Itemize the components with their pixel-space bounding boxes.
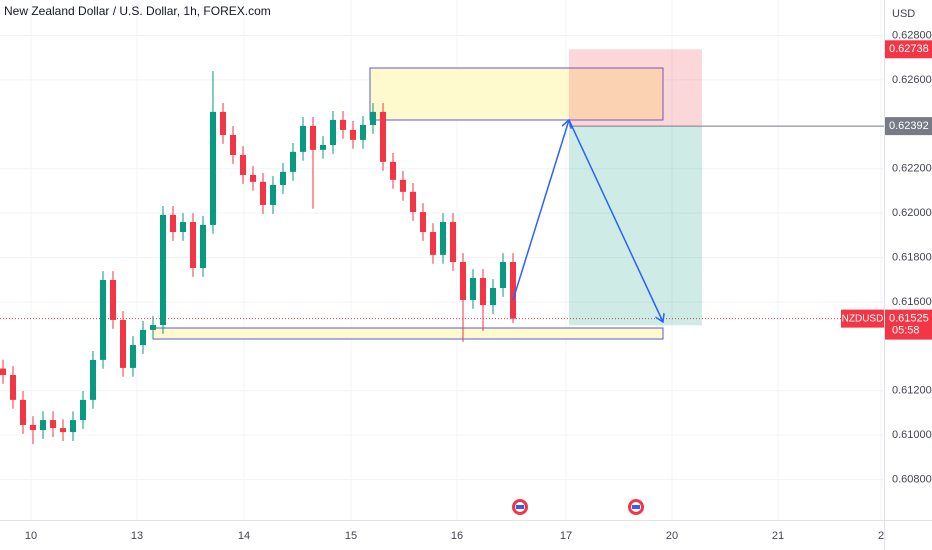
candle-body: [90, 359, 96, 400]
candle-body: [220, 111, 226, 135]
candle-body: [270, 184, 276, 205]
arrow-up: [512, 120, 569, 301]
candle-body: [230, 134, 236, 155]
countdown-label: 05:58: [892, 325, 920, 337]
candle-body: [300, 125, 306, 152]
demand-zone: [152, 327, 664, 340]
stop-price-label: 0.62738: [889, 43, 929, 55]
candle-body: [390, 161, 396, 180]
candle-body: [200, 224, 206, 268]
entry-price-label: 0.62392: [889, 120, 929, 132]
target-zone: [569, 126, 702, 326]
stop-price-label-bg: [885, 40, 932, 59]
stop-zone: [569, 49, 702, 127]
candle-body: [60, 428, 66, 433]
candle-body: [280, 171, 286, 185]
candle-body: [140, 329, 146, 346]
candle-body: [490, 287, 496, 306]
y-tick-label: 0.62200: [892, 163, 932, 175]
chart-title: New Zealand Dollar / U.S. Dollar, 1h, FO…: [4, 4, 271, 18]
y-tick-label: 0.61000: [892, 429, 932, 441]
candle-body: [190, 222, 196, 268]
candle-body: [340, 119, 346, 130]
y-tick-label: 0.62000: [892, 207, 932, 219]
candles: [0, 71, 516, 445]
currency-label: USD: [892, 8, 915, 20]
candle-body: [70, 420, 76, 433]
candle-body: [480, 277, 486, 306]
candle-body: [0, 368, 6, 376]
candle-body: [260, 181, 266, 205]
candle-body: [400, 179, 406, 192]
last-price-bg: [885, 309, 932, 340]
candle-body: [290, 151, 296, 172]
y-tick-label: 0.61800: [892, 251, 932, 263]
y-tick-label: 0.60800: [892, 473, 932, 485]
arrows: [512, 119, 663, 322]
x-tick-label: 17: [560, 530, 572, 542]
candle-body: [30, 424, 36, 431]
y-tick-label: 0.62800: [892, 29, 932, 41]
y-tick-label: 0.62600: [892, 74, 932, 86]
symbol-tag: NZDUSD: [842, 313, 884, 324]
candle-body: [330, 119, 336, 145]
candle-body: [450, 222, 456, 262]
candle-body: [40, 420, 46, 431]
x-tick-label: 2: [878, 530, 884, 542]
candle-body: [410, 191, 416, 213]
candle-body: [160, 214, 166, 326]
candle-body: [420, 212, 426, 233]
drawings: [152, 67, 664, 340]
arrow-down: [568, 119, 663, 322]
axes: 0.62800 0.62600 0.62200 0.62000 0.61800 0.616…: [25, 29, 932, 542]
entry-price-label-bg: [885, 117, 932, 136]
event-flag: [632, 505, 640, 509]
last-price-label: 0.61525: [889, 313, 929, 325]
x-tick-label: 20: [666, 530, 678, 542]
candle-body: [110, 279, 116, 320]
candle-body: [500, 261, 506, 288]
x-tick-label: 16: [451, 530, 463, 542]
candle-body: [10, 375, 16, 400]
candle-body: [210, 111, 216, 225]
candle-body: [50, 420, 56, 429]
candle-body: [360, 125, 366, 140]
x-tick-label: 10: [25, 530, 37, 542]
candle-body: [20, 399, 26, 425]
position-tool: [569, 49, 884, 326]
candle-body: [370, 111, 376, 126]
candle-body: [100, 279, 106, 360]
candle-body: [310, 125, 316, 150]
x-tick-label: 14: [238, 530, 250, 542]
grid: [0, 0, 884, 520]
y-tick-label: 0.61200: [892, 385, 932, 397]
candle-body: [80, 399, 86, 421]
candle-body: [180, 222, 186, 233]
candle-body: [460, 261, 466, 300]
candle-body: [440, 222, 446, 255]
candle-body: [130, 345, 136, 368]
x-tick-label: 13: [131, 530, 143, 542]
candle-body: [430, 232, 436, 255]
candle-body: [170, 214, 176, 233]
candle-body: [120, 319, 126, 368]
candle-body: [380, 111, 386, 162]
candle-body: [350, 129, 356, 140]
candle-body: [250, 174, 256, 182]
y-tick-label: 0.61600: [892, 296, 932, 308]
candle-body: [150, 325, 156, 330]
event-icons: [512, 499, 644, 515]
supply-zone: [369, 67, 664, 121]
candle-body: [320, 144, 326, 150]
x-tick-label: 21: [772, 530, 784, 542]
candle-body: [470, 277, 476, 300]
symbol-tag-bg: [841, 309, 884, 328]
event-flag: [516, 505, 524, 509]
candle-body: [510, 261, 516, 319]
candle-body: [240, 154, 246, 175]
x-tick-label: 15: [345, 530, 357, 542]
